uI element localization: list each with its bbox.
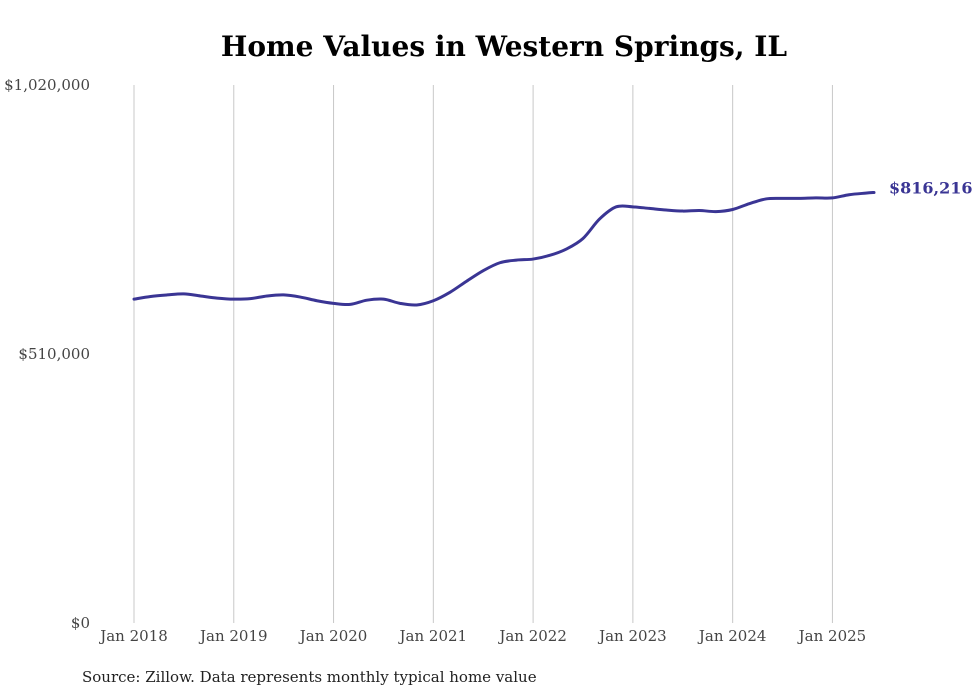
x-tick-label: Jan 2020 (298, 627, 368, 645)
y-axis: $0 $510,000 $1,020,000 (4, 76, 90, 632)
x-tick-label: Jan 2021 (398, 627, 468, 645)
line-chart: $0$510,000$1,020,000 Jan 2018 Jan 2019 Jan… (4, 76, 973, 645)
x-tick-label: Jan 2024 (697, 627, 767, 645)
y-tick-label: $0 (71, 614, 90, 632)
y-tick-label: $1,020,000 (4, 76, 90, 94)
gridlines (133, 85, 833, 623)
chart-title: Home Values in Western Springs, IL (220, 30, 788, 63)
x-tick-label: Jan 2022 (497, 627, 567, 645)
x-axis: Jan 2018 Jan 2019 Jan 2020 Jan 2021 Jan 2022… (98, 627, 866, 645)
series-layer: $816,216 (132, 178, 973, 307)
source-note: Source: Zillow. Data represents monthly … (82, 668, 537, 686)
x-tick-label: Jan 2019 (198, 627, 268, 645)
x-tick-label: Jan 2018 (98, 627, 168, 645)
x-tick-label: Jan 2025 (797, 627, 867, 645)
series-line (132, 190, 876, 307)
x-tick-label: Jan 2023 (597, 627, 667, 645)
y-tick-label: $510,000 (18, 345, 90, 363)
end-value-label: $816,216 (889, 178, 973, 197)
